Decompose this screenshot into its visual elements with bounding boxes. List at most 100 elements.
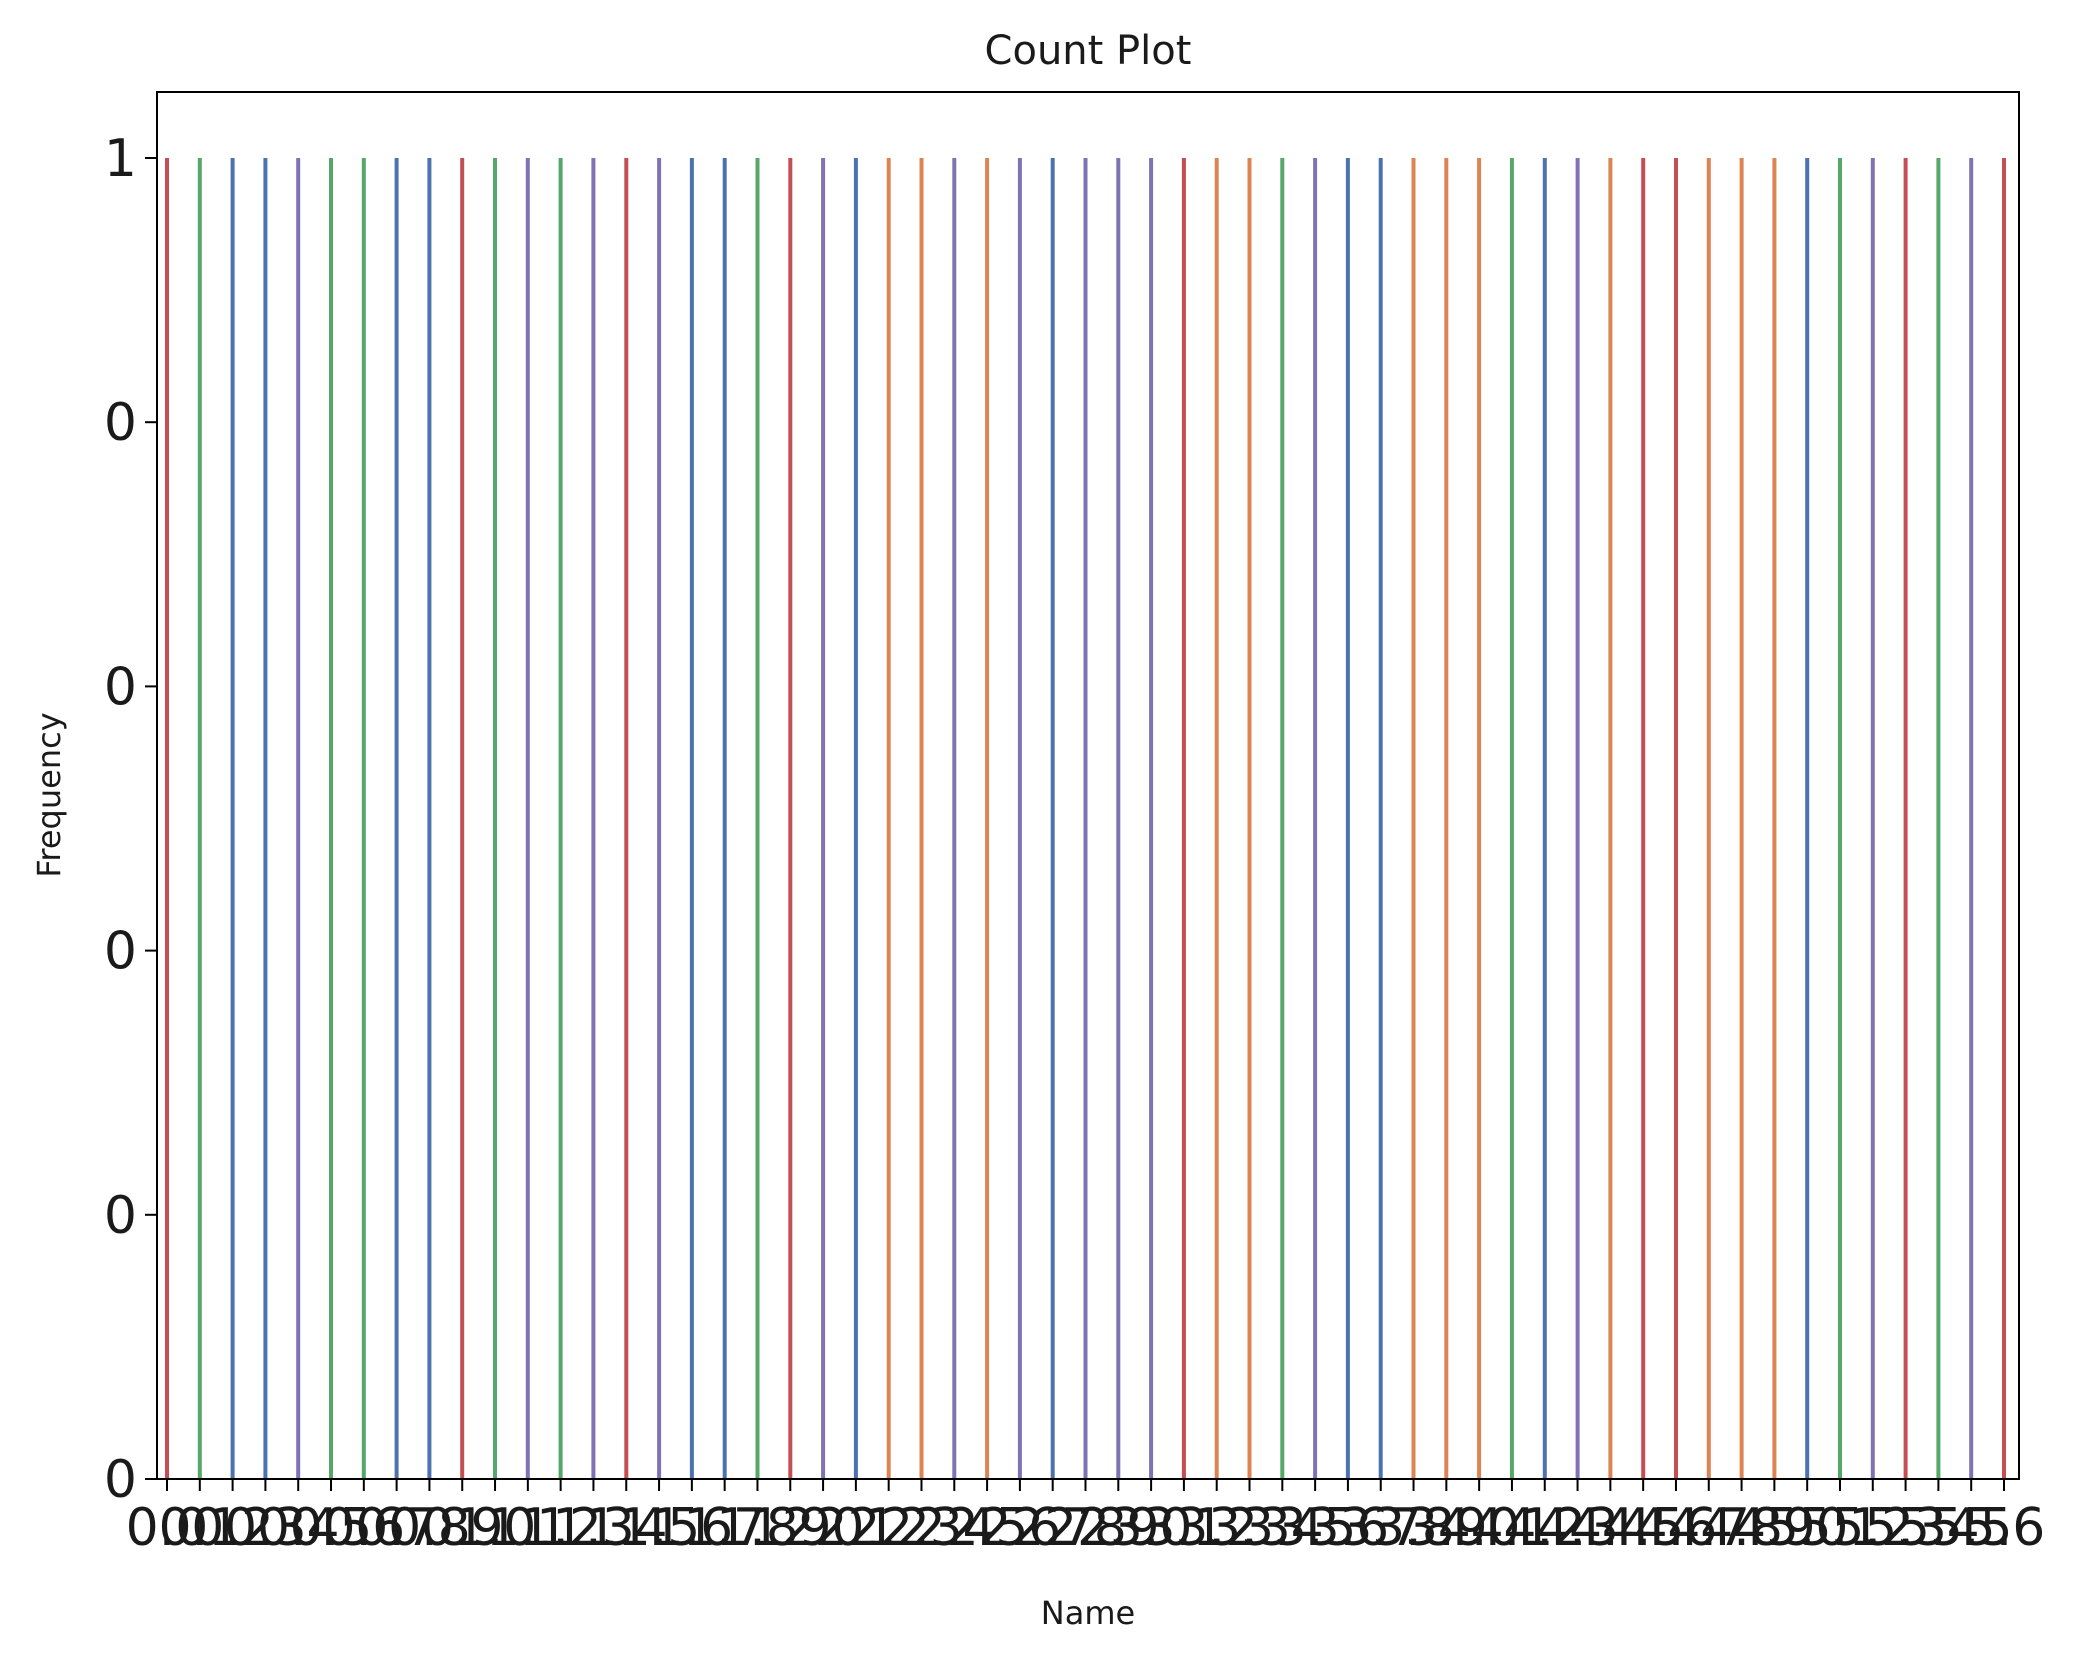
bar-14 xyxy=(624,158,629,1479)
x-tick-label-26: 2.6 xyxy=(979,1498,1062,1558)
y-tick-label-3: 0 xyxy=(104,657,137,717)
plot-frame xyxy=(156,91,2020,1480)
bar-27 xyxy=(1050,158,1055,1479)
x-tick-label-33: 3.3 xyxy=(1208,1498,1291,1558)
x-tick-label-45: 4.5 xyxy=(1602,1498,1685,1558)
bar-33 xyxy=(1247,158,1252,1479)
bar-15 xyxy=(657,158,662,1479)
x-tick-label-36: 3.6 xyxy=(1307,1498,1390,1558)
bar-41 xyxy=(1509,158,1514,1479)
bar-17 xyxy=(722,158,727,1479)
bar-32 xyxy=(1214,158,1219,1479)
bar-7 xyxy=(394,158,399,1479)
x-tick-label-32: 3.2 xyxy=(1175,1498,1258,1558)
bar-53 xyxy=(1903,158,1908,1479)
bar-29 xyxy=(1116,158,1121,1479)
bar-22 xyxy=(886,158,891,1479)
bar-45 xyxy=(1641,158,1646,1479)
x-tick-label-51: 5.1 xyxy=(1799,1498,1882,1558)
x-tick-label-25: 2.5 xyxy=(946,1498,1029,1558)
bar-34 xyxy=(1280,158,1285,1479)
x-tick-label-37: 3.7 xyxy=(1339,1498,1422,1558)
x-tick-label-9: 0.9 xyxy=(421,1498,504,1558)
bar-28 xyxy=(1083,158,1088,1479)
x-axis-ticks: 0.00.10.20.30.40.50.60.70.80.91.01.11.21… xyxy=(126,1479,2045,1558)
x-tick-label-44: 4.4 xyxy=(1569,1498,1652,1558)
x-tick-label-1: 0.1 xyxy=(158,1498,241,1558)
x-tick-label-24: 2.4 xyxy=(913,1498,996,1558)
bars-group xyxy=(165,158,2006,1479)
x-tick-label-46: 4.6 xyxy=(1635,1498,1718,1558)
bar-54 xyxy=(1936,158,1941,1479)
x-tick-label-49: 4.9 xyxy=(1733,1498,1816,1558)
bar-21 xyxy=(853,158,858,1479)
bar-44 xyxy=(1608,158,1613,1479)
x-tick-label-13: 1.3 xyxy=(552,1498,635,1558)
x-tick-label-28: 2.8 xyxy=(1044,1498,1127,1558)
bar-56 xyxy=(2002,158,2006,1479)
x-tick-label-12: 1.2 xyxy=(519,1498,602,1558)
x-tick-label-22: 2.2 xyxy=(847,1498,930,1558)
x-tick-label-17: 1.7 xyxy=(683,1498,766,1558)
x-tick-label-54: 5.4 xyxy=(1897,1498,1980,1558)
bar-35 xyxy=(1313,158,1318,1479)
bar-2 xyxy=(230,158,235,1479)
x-tick-label-39: 3.9 xyxy=(1405,1498,1488,1558)
bar-12 xyxy=(558,158,563,1479)
bar-16 xyxy=(689,158,694,1479)
bar-9 xyxy=(460,158,465,1479)
x-tick-label-16: 1.6 xyxy=(651,1498,734,1558)
bar-48 xyxy=(1739,158,1744,1479)
x-tick-label-3: 0.3 xyxy=(224,1498,307,1558)
x-tick-label-34: 3.4 xyxy=(1241,1498,1324,1558)
x-tick-label-19: 1.9 xyxy=(749,1498,832,1558)
x-tick-label-8: 0.8 xyxy=(388,1498,471,1558)
x-tick-label-10: 1.0 xyxy=(454,1498,537,1558)
x-tick-label-0: 0.0 xyxy=(126,1498,209,1558)
bar-30 xyxy=(1149,158,1154,1479)
bar-0 xyxy=(165,158,169,1479)
y-axis-label: Frequency xyxy=(30,712,68,877)
x-tick-label-2: 0.2 xyxy=(191,1498,274,1558)
bar-51 xyxy=(1838,158,1842,1479)
bar-4 xyxy=(296,158,301,1479)
x-tick-label-53: 5.3 xyxy=(1864,1498,1947,1558)
y-tick-label-0: 0 xyxy=(104,1450,137,1510)
x-tick-label-14: 1.4 xyxy=(585,1498,668,1558)
x-tick-label-52: 5.2 xyxy=(1831,1498,1914,1558)
bar-40 xyxy=(1477,158,1482,1479)
bar-6 xyxy=(361,158,366,1479)
bar-18 xyxy=(755,158,760,1479)
x-tick-label-27: 2.7 xyxy=(1011,1498,1094,1558)
bar-31 xyxy=(1181,158,1186,1479)
y-tick-label-4: 0 xyxy=(104,393,137,453)
x-tick-label-47: 4.7 xyxy=(1667,1498,1750,1558)
y-tick-label-2: 0 xyxy=(104,922,137,982)
bar-43 xyxy=(1575,158,1580,1479)
x-tick-label-7: 0.7 xyxy=(355,1498,438,1558)
x-tick-label-50: 5.0 xyxy=(1766,1498,1849,1558)
bar-10 xyxy=(493,158,497,1479)
x-tick-label-15: 1.5 xyxy=(618,1498,701,1558)
x-axis-label: Name xyxy=(1041,1594,1135,1632)
x-tick-label-11: 1.1 xyxy=(486,1498,569,1558)
bar-23 xyxy=(919,158,924,1479)
bar-19 xyxy=(788,158,793,1479)
bar-25 xyxy=(985,158,990,1479)
x-tick-label-35: 3.5 xyxy=(1274,1498,1357,1558)
bar-46 xyxy=(1674,158,1678,1479)
x-tick-label-23: 2.3 xyxy=(880,1498,963,1558)
x-tick-label-41: 4.1 xyxy=(1471,1498,1554,1558)
bar-47 xyxy=(1706,158,1711,1479)
x-tick-label-29: 2.9 xyxy=(1077,1498,1160,1558)
bar-37 xyxy=(1378,158,1383,1479)
x-tick-label-43: 4.3 xyxy=(1536,1498,1619,1558)
x-tick-label-31: 3.1 xyxy=(1143,1498,1226,1558)
bar-49 xyxy=(1772,158,1777,1479)
bar-52 xyxy=(1870,158,1875,1479)
bar-13 xyxy=(591,158,596,1479)
x-tick-label-40: 4.0 xyxy=(1438,1498,1521,1558)
bar-24 xyxy=(952,158,957,1479)
